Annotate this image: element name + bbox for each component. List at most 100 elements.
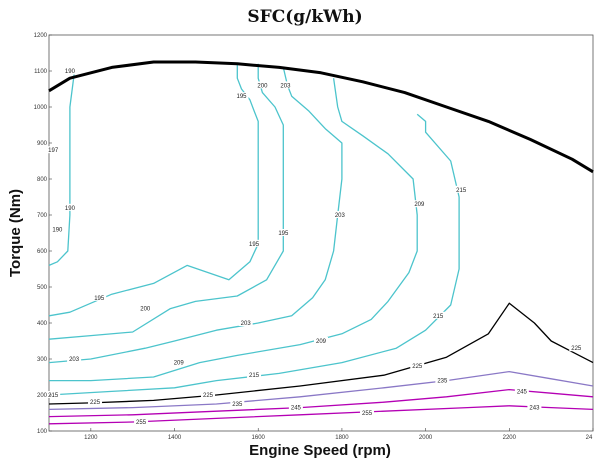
contour-label: 225 (203, 393, 214, 399)
max-torque-line (48, 60, 594, 174)
contour-label-bg (62, 203, 77, 211)
contour-line-190 (48, 74, 75, 266)
contour-label-bg (230, 400, 245, 407)
y-tick-label: 600 (37, 249, 48, 255)
contour-label-bg (50, 225, 65, 233)
contour-label-bg (255, 81, 270, 89)
contour-label: 225 (412, 364, 423, 370)
contour-label-bg (314, 337, 328, 344)
contour-label-bg (62, 67, 77, 74)
contour-label-bg (332, 211, 347, 218)
contour-label-bg (514, 387, 529, 395)
contour-label-bg (247, 239, 262, 247)
contour-line-225 (48, 302, 594, 405)
contour-label-bg (527, 403, 542, 411)
contour-label-bg (88, 398, 103, 406)
y-tick-label: 1200 (34, 33, 48, 39)
y-tick-label: 300 (37, 357, 48, 363)
contour-label: 190 (52, 227, 63, 233)
x-tick-label: 1200 (84, 435, 98, 441)
contour-label: 255 (136, 420, 147, 426)
plot-frame (48, 34, 594, 432)
contour-label: 203 (335, 213, 346, 219)
contour-label-bg (278, 81, 293, 89)
x-axis-label: Engine Speed (rpm) (249, 442, 391, 459)
y-tick-label: 500 (37, 285, 48, 291)
contour-label: 215 (433, 314, 444, 320)
contour-labels: 190 190 197 190 195 195 195 200 195 200 203 203 203 2… (46, 67, 584, 426)
contour-label: 225 (90, 400, 101, 406)
contour-label: 215 (249, 373, 260, 379)
y-tick-label: 400 (37, 321, 48, 327)
y-tick-label: 800 (37, 177, 48, 183)
y-axis-ticks: 100 200 300 400 500 600 700 800 900 1000 1100 1200 (34, 33, 52, 435)
contour-label-bg (412, 200, 427, 208)
max-torque-curve (48, 60, 594, 174)
contour-label: 209 (316, 339, 327, 345)
contour-label-bg (454, 185, 469, 193)
contour-line-209 (49, 78, 418, 382)
plot-area: 190 190 197 190 195 195 195 200 195 200 203 203 203 2… (34, 33, 594, 441)
contour-label-bg (435, 376, 450, 384)
contour-label-bg (138, 304, 153, 312)
contour-label: 203 (241, 321, 252, 327)
contour-label: 195 (236, 94, 247, 100)
contour-label: 209 (414, 202, 425, 208)
contour-label-bg (569, 344, 584, 352)
x-tick-label: 24 (586, 435, 593, 441)
contour-label-bg (431, 311, 446, 319)
contour-label-bg (234, 92, 249, 100)
contour-line-203 (48, 67, 343, 364)
contour-label-bg (134, 418, 149, 425)
contour-label: 245 (291, 406, 302, 412)
contour-label: 195 (249, 242, 260, 248)
contour-label-bg (201, 391, 216, 398)
y-tick-label: 200 (37, 393, 48, 399)
contour-label: 215 (48, 393, 59, 399)
contour-label-bg (46, 391, 61, 398)
contour-label: 190 (65, 206, 76, 212)
y-tick-label: 1100 (34, 69, 48, 75)
y-tick-label: 900 (37, 141, 48, 147)
x-tick-label: 1400 (168, 435, 182, 441)
contour-label-bg (67, 355, 82, 362)
contour-label: 197 (48, 148, 59, 154)
contour-label: 203 (69, 357, 80, 363)
contour-label: 245 (517, 389, 528, 395)
contour-label: 235 (232, 402, 243, 408)
contour-label-bg (238, 319, 253, 326)
contour-label: 225 (571, 346, 582, 352)
y-tick-label: 700 (37, 213, 48, 219)
contour-label: 190 (65, 69, 76, 75)
contour-label-bg (171, 358, 186, 366)
contour-label: 243 (529, 406, 540, 412)
contour-label-bg (360, 409, 375, 416)
y-axis-label: Torque (Nm) (7, 189, 24, 277)
contour-label: 255 (362, 411, 373, 417)
x-axis-ticks: 1200 1400 1600 1800 2000 2200 24 (84, 428, 594, 441)
x-tick-label: 2200 (503, 435, 517, 441)
x-tick-label: 1800 (335, 435, 349, 441)
contour-label: 195 (278, 231, 289, 237)
contour-label: 235 (437, 379, 448, 385)
contour-line-235 (48, 370, 594, 411)
chart-title: SFC(g/kWh) (247, 7, 362, 27)
contour-label: 209 (174, 361, 185, 367)
x-tick-label: 2000 (419, 435, 433, 441)
x-tick-label: 1600 (252, 435, 266, 441)
contour-line-245 (48, 388, 594, 418)
contour-label-bg (288, 403, 303, 411)
contour-label: 195 (94, 296, 105, 302)
contour-label-bg (410, 362, 425, 370)
contour-label-bg (92, 293, 107, 301)
contour-label: 200 (140, 307, 151, 313)
contour-label-bg (46, 146, 61, 154)
y-tick-label: 100 (37, 429, 48, 435)
contour-label: 203 (280, 83, 291, 89)
contour-label-bg (247, 371, 262, 379)
contour-label: 200 (257, 83, 268, 89)
contour-label: 215 (456, 188, 467, 194)
contour-label-bg (276, 229, 291, 236)
y-tick-label: 1000 (34, 105, 48, 111)
